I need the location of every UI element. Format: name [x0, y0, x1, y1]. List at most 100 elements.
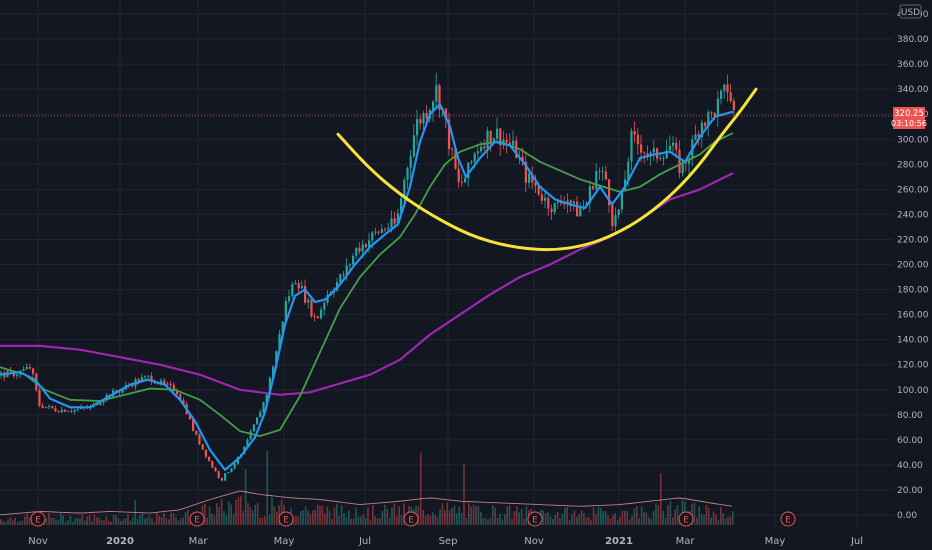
volume-bar: [240, 495, 242, 525]
earnings-marker-icon: [30, 511, 46, 527]
volume-bar: [513, 511, 516, 525]
volume-bar: [98, 517, 100, 525]
volume-bar: [213, 515, 216, 525]
candle-body: [614, 215, 617, 227]
volume-bar: [168, 519, 170, 525]
candle-body: [121, 388, 124, 393]
price-tick-label: 120.00: [897, 361, 929, 371]
candle-body: [246, 439, 249, 447]
candle-body: [598, 171, 601, 172]
volume-bar: [662, 510, 664, 525]
candle-body: [115, 390, 118, 392]
currency-badge[interactable]: [899, 4, 922, 19]
candle-body: [556, 201, 559, 203]
candle-body: [323, 302, 326, 310]
candle-body: [307, 299, 310, 303]
volume-bar: [633, 508, 636, 525]
volume-bar: [170, 512, 172, 525]
volume-bar: [648, 517, 650, 525]
candle-body: [288, 296, 291, 302]
candle-body: [67, 411, 70, 413]
volume-bar: [108, 520, 110, 525]
volume-bar: [81, 514, 84, 525]
volume-bar: [436, 517, 439, 525]
volume-bar: [585, 517, 588, 525]
volume-bar: [208, 506, 211, 525]
volume-bar: [237, 496, 240, 525]
volume-bar: [590, 520, 592, 525]
volume-bar: [465, 517, 468, 525]
candle-body: [684, 162, 687, 164]
volume-bar: [468, 503, 470, 525]
volume-bar: [602, 511, 604, 525]
volume-bar: [57, 519, 60, 525]
candle-body: [422, 112, 425, 124]
candle-body: [268, 377, 271, 395]
candle-body: [444, 108, 447, 120]
volume-bar: [326, 506, 328, 525]
candle-body: [700, 122, 703, 138]
earnings-marker-label: E: [283, 516, 289, 526]
volume-bar: [724, 518, 727, 525]
volume-bar: [561, 513, 564, 525]
candle-body: [492, 138, 495, 144]
volume-bar: [67, 520, 69, 525]
volume-bar: [307, 510, 309, 525]
earnings-marker-label: E: [683, 516, 689, 526]
volume-bar: [516, 506, 518, 525]
candle-body: [76, 409, 79, 410]
candle-body: [464, 178, 467, 183]
candle-body: [262, 402, 265, 412]
volume-bar: [576, 516, 578, 525]
volume-bar: [619, 516, 621, 525]
candle-body: [220, 477, 223, 481]
volume-bar: [297, 516, 300, 525]
volume-bar: [271, 497, 273, 525]
volume-bar: [127, 513, 129, 525]
volume-bar: [259, 517, 261, 525]
candle-body: [560, 201, 563, 204]
volume-bar: [60, 513, 62, 525]
volume-bar: [372, 504, 374, 525]
volume-bar: [254, 504, 256, 525]
volume-bar: [256, 503, 259, 525]
candle-body: [396, 213, 399, 224]
volume-bar: [652, 511, 655, 525]
candle-body: [512, 140, 515, 146]
candlesticks: [0, 72, 735, 482]
price-tick-label: 240.00: [897, 210, 929, 220]
candle-body: [483, 146, 486, 149]
candle-body: [339, 274, 342, 282]
volume-bar: [712, 511, 715, 525]
volume-bar: [604, 510, 607, 525]
price-tick-label: 100.00: [897, 386, 929, 396]
volume-bar: [266, 450, 268, 525]
volume-bar: [427, 514, 429, 525]
candle-body: [208, 456, 211, 462]
volume-bar: [350, 518, 352, 525]
volume-bar: [187, 509, 189, 525]
price-tick-label: 140.00: [897, 336, 929, 346]
volume-bar: [12, 520, 14, 525]
volume-bar: [571, 514, 573, 525]
candle-body: [489, 130, 492, 144]
candle-body: [537, 185, 540, 195]
candle-body: [675, 142, 678, 150]
candle-body: [176, 390, 179, 395]
volume-bar: [129, 520, 132, 525]
candle-body: [374, 231, 377, 233]
candle-body: [160, 380, 163, 384]
candle-body: [716, 98, 719, 117]
candle-body: [179, 394, 182, 401]
candle-body: [451, 148, 454, 150]
candle-body: [672, 142, 675, 146]
candle-body: [400, 198, 403, 214]
candle-body: [355, 247, 358, 256]
volume-bar: [2, 520, 4, 525]
volume-bar: [352, 518, 355, 525]
volume-bar: [328, 510, 331, 525]
earnings-marker-label: E: [408, 516, 414, 526]
volume-bar: [432, 512, 434, 525]
candle-body: [198, 434, 201, 445]
